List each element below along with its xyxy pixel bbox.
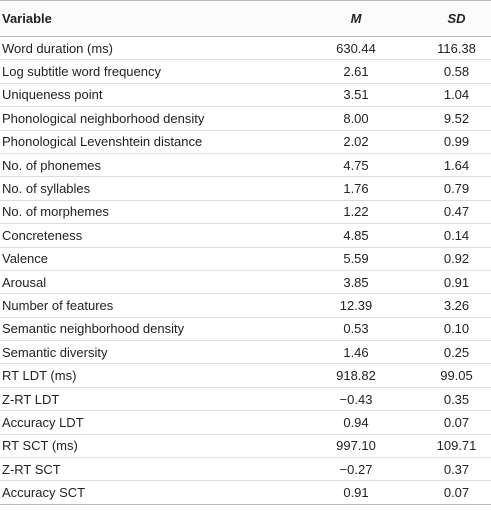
- value-cell: 997.10: [290, 434, 420, 459]
- table-header: Variable M SD: [0, 0, 491, 37]
- table-row: Valence 5.59 0.92: [0, 247, 491, 271]
- table-row: Z-RT LDT −0.43 0.35: [0, 387, 491, 412]
- table-row: Uniqueness point 3.51 1.04: [0, 83, 491, 108]
- value-cell: 12.39: [290, 293, 420, 318]
- value-cell: 3.51: [290, 83, 420, 108]
- table-row: Log subtitle word frequency 2.61 0.58: [0, 59, 491, 84]
- value-cell: 0.79: [420, 176, 491, 201]
- variable-cell: No. of morphemes: [0, 200, 290, 225]
- value-cell: 0.07: [420, 480, 491, 505]
- variable-cell: Number of features: [0, 293, 290, 318]
- variable-cell: Phonological neighborhood density: [0, 106, 290, 131]
- value-cell: 4.75: [290, 153, 420, 178]
- table-body: Word duration (ms) 630.44 116.38 Log subtit…: [0, 36, 491, 505]
- variable-cell: Word duration (ms): [0, 36, 290, 61]
- value-cell: 0.47: [420, 200, 491, 225]
- value-cell: 630.44: [290, 36, 420, 61]
- header-row: Variable M SD: [0, 0, 491, 37]
- table-row: No. of syllables 1.76 0.79: [0, 176, 491, 201]
- variable-cell: No. of phonemes: [0, 153, 290, 178]
- variable-cell: Accuracy SCT: [0, 480, 290, 505]
- value-cell: 2.61: [290, 59, 420, 84]
- value-cell: −0.27: [290, 457, 420, 482]
- variable-cell: Log subtitle word frequency: [0, 59, 290, 84]
- value-cell: 0.94: [290, 410, 420, 435]
- value-cell: 0.07: [420, 410, 491, 435]
- value-cell: 1.22: [290, 200, 420, 225]
- value-cell: 1.76: [290, 176, 420, 201]
- table-row: Semantic neighborhood density 0.53 0.10: [0, 317, 491, 342]
- variable-cell: Semantic diversity: [0, 340, 290, 365]
- variable-cell: RT SCT (ms): [0, 434, 290, 459]
- value-cell: 109.71: [420, 434, 491, 459]
- table-row: Semantic diversity 1.46 0.25: [0, 340, 491, 365]
- variable-cell: Z-RT SCT: [0, 457, 290, 482]
- value-cell: 1.64: [420, 153, 491, 178]
- value-cell: 1.04: [420, 83, 491, 108]
- value-cell: 9.52: [420, 106, 491, 131]
- table-row: No. of phonemes 4.75 1.64: [0, 153, 491, 178]
- variable-cell: Phonological Levenshtein distance: [0, 130, 290, 154]
- table-row: Z-RT SCT −0.27 0.37: [0, 457, 491, 482]
- table-row: Phonological neighborhood density 8.00 9.5…: [0, 106, 491, 131]
- table-row: Accuracy LDT 0.94 0.07: [0, 410, 491, 435]
- value-cell: 0.91: [290, 480, 420, 505]
- variable-cell: No. of syllables: [0, 176, 290, 201]
- variable-cell: Arousal: [0, 270, 290, 295]
- value-cell: 3.26: [420, 293, 491, 318]
- variable-cell: Valence: [0, 247, 290, 271]
- value-cell: 0.14: [420, 223, 491, 248]
- value-cell: −0.43: [290, 387, 420, 412]
- value-cell: 0.92: [420, 247, 491, 271]
- column-header: M: [290, 0, 420, 37]
- value-cell: 99.05: [420, 363, 491, 388]
- variable-cell: RT LDT (ms): [0, 363, 290, 388]
- variable-cell: Semantic neighborhood density: [0, 317, 290, 342]
- value-cell: 8.00: [290, 106, 420, 131]
- variable-cell: Accuracy LDT: [0, 410, 290, 435]
- value-cell: 2.02: [290, 130, 420, 154]
- table-row: Accuracy SCT 0.91 0.07: [0, 480, 491, 505]
- value-cell: 1.46: [290, 340, 420, 365]
- column-header: SD: [420, 0, 491, 37]
- variable-cell: Concreteness: [0, 223, 290, 248]
- value-cell: 0.53: [290, 317, 420, 342]
- value-cell: 0.10: [420, 317, 491, 342]
- table-row: Phonological Levenshtein distance 2.02 0.9…: [0, 130, 491, 154]
- value-cell: 918.82: [290, 363, 420, 388]
- table-row: Concreteness 4.85 0.14: [0, 223, 491, 248]
- table-row: Word duration (ms) 630.44 116.38: [0, 36, 491, 61]
- value-cell: 0.99: [420, 130, 491, 154]
- value-cell: 5.59: [290, 247, 420, 271]
- value-cell: 0.35: [420, 387, 491, 412]
- table-row: Number of features 12.39 3.26: [0, 293, 491, 318]
- value-cell: 0.25: [420, 340, 491, 365]
- table-row: Arousal 3.85 0.91: [0, 270, 491, 295]
- value-cell: 0.37: [420, 457, 491, 482]
- value-cell: 0.58: [420, 59, 491, 84]
- table-row: RT SCT (ms) 997.10 109.71: [0, 434, 491, 459]
- variable-cell: Z-RT LDT: [0, 387, 290, 412]
- column-header: Variable: [0, 0, 290, 37]
- value-cell: 4.85: [290, 223, 420, 248]
- value-cell: 3.85: [290, 270, 420, 295]
- value-cell: 0.91: [420, 270, 491, 295]
- value-cell: 116.38: [420, 36, 491, 61]
- variable-cell: Uniqueness point: [0, 83, 290, 108]
- table-row: No. of morphemes 1.22 0.47: [0, 200, 491, 225]
- table-row: RT LDT (ms) 918.82 99.05: [0, 363, 491, 388]
